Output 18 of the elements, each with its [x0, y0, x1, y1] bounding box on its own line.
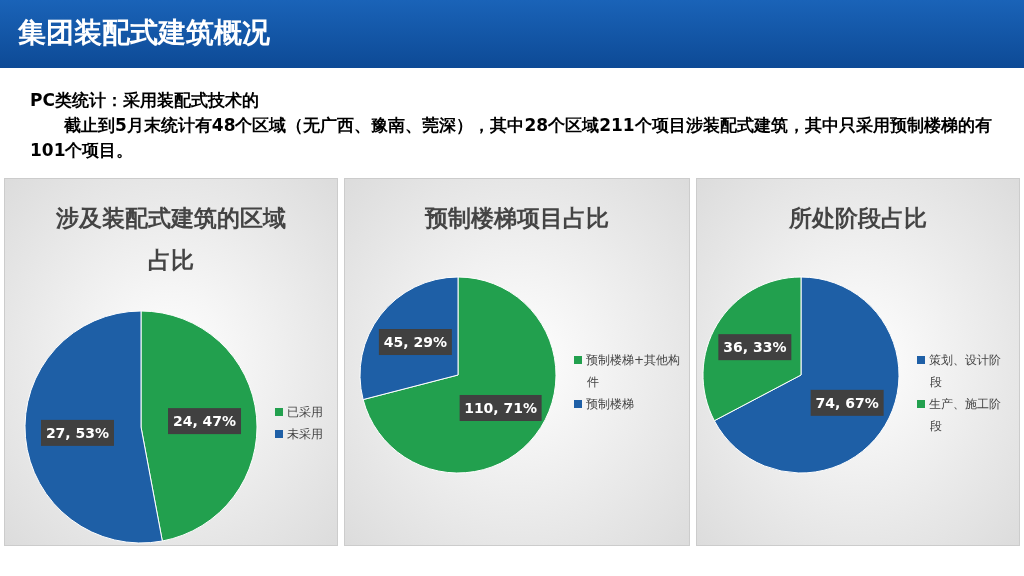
- data-label: 110, 71%: [464, 399, 538, 416]
- data-label: 36, 33%: [723, 339, 787, 356]
- chart-title: 预制楼梯项目占比: [423, 204, 610, 233]
- legend-label: 生产、施工阶段: [929, 397, 1001, 433]
- chart-title: 涉及装配式建筑的区域占比: [55, 204, 287, 275]
- legend-label: 预制楼梯+其他构件: [586, 353, 681, 389]
- data-label: 74, 67%: [815, 394, 879, 411]
- chart-title: 所处阶段占比: [788, 204, 928, 233]
- legend-label: 已采用: [287, 405, 323, 419]
- legend-label: 未采用: [287, 427, 323, 441]
- text: 截止到5月末统计有48个区域（无广西、豫南、莞深），其中28个区域211个项目涉装配式建筑，其中只采用预制楼梯的有101个项目。: [30, 114, 993, 162]
- text: 集团装配式建筑概况: [18, 15, 270, 51]
- data-label: 24, 47%: [172, 413, 237, 430]
- data-label: 27, 53%: [45, 424, 110, 441]
- text: PC类统计：采用装配式技术的: [30, 89, 260, 112]
- legend-label: 预制楼梯: [586, 397, 634, 411]
- legend-label: 策划、设计阶段: [929, 353, 1001, 389]
- data-label: 45, 29%: [383, 334, 447, 351]
